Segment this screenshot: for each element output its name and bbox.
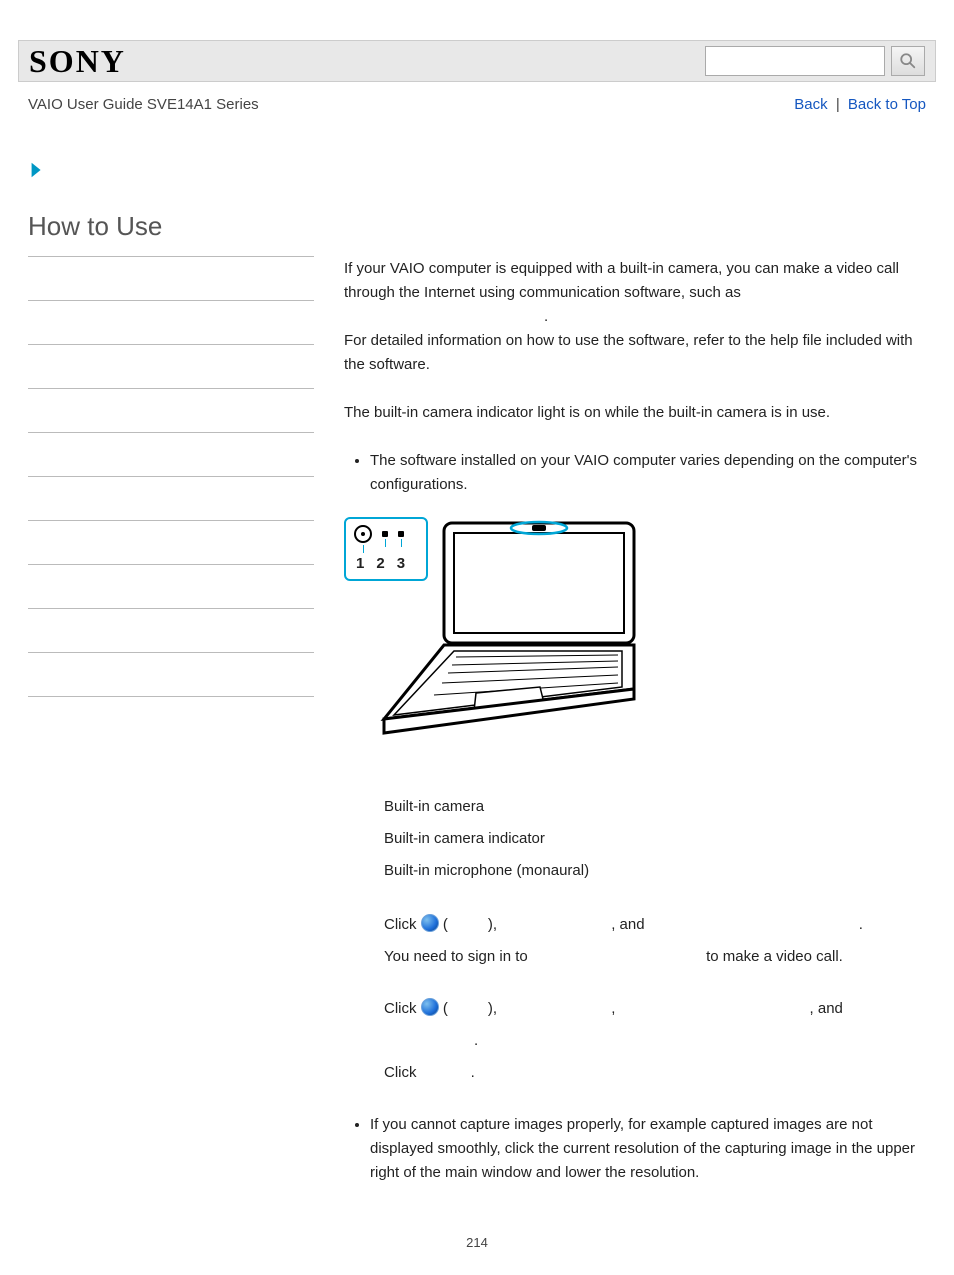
body-text: . — [471, 1064, 475, 1081]
link-separator: | — [832, 96, 848, 113]
indicator-note: The built-in camera indicator light is o… — [344, 401, 926, 425]
body-text: If your VAIO computer is equipped with a… — [344, 257, 926, 329]
body-text: , — [611, 1000, 615, 1017]
side-nav-item[interactable] — [28, 609, 314, 653]
legend-item: Built-in camera — [384, 795, 926, 819]
body-text: For detailed information on how to use t… — [344, 329, 926, 377]
body-text: ), — [488, 1000, 497, 1017]
body-text: Click — [384, 1000, 417, 1017]
page-number: 214 — [0, 1205, 954, 1260]
search-icon — [899, 52, 917, 70]
side-nav-item[interactable] — [28, 389, 314, 433]
expand-chevron[interactable] — [28, 161, 954, 183]
note-item: The software installed on your VAIO comp… — [370, 449, 926, 497]
body-text: ), — [488, 916, 497, 933]
side-nav-item[interactable] — [28, 257, 314, 301]
body-text: If your VAIO computer is equipped with a… — [344, 260, 899, 301]
main-content: If your VAIO computer is equipped with a… — [344, 211, 926, 1205]
body-text: . — [474, 1032, 478, 1049]
side-nav-item[interactable] — [28, 345, 314, 389]
callout-number: 3 — [397, 552, 405, 576]
step-line: Click (), , , and — [384, 997, 926, 1021]
body-text: Click — [384, 916, 417, 933]
laptop-diagram: 1 2 3 — [344, 517, 644, 765]
side-nav-item[interactable] — [28, 565, 314, 609]
step-block: Click (), , , and . Click . — [384, 997, 926, 1085]
top-bar: SONY — [18, 40, 936, 82]
body-text: . — [544, 308, 548, 325]
content-columns: How to Use If your VAIO computer is equi… — [0, 211, 954, 1205]
callout-number: 2 — [376, 552, 384, 576]
side-nav-item[interactable] — [28, 653, 314, 697]
camera-callout: 1 2 3 — [344, 517, 428, 581]
guide-title: VAIO User Guide SVE14A1 Series — [28, 96, 259, 113]
side-nav-item[interactable] — [28, 433, 314, 477]
legend-item: Built-in microphone (monaural) — [384, 859, 926, 883]
step-line: Click (), , and . — [384, 913, 926, 937]
body-text: . — [859, 916, 863, 933]
body-text: ( — [439, 1000, 448, 1017]
search-area — [705, 46, 925, 76]
body-text: Click — [384, 1064, 417, 1081]
windows-start-icon — [421, 914, 439, 932]
step-block: Click (), , and . You need to sign in to… — [384, 913, 926, 969]
side-nav-item[interactable] — [28, 477, 314, 521]
hint-list: If you cannot capture images properly, f… — [344, 1113, 926, 1185]
step-line: Click . — [384, 1061, 926, 1085]
brand-logo: SONY — [29, 43, 126, 80]
step-line: . — [384, 1029, 926, 1053]
search-button[interactable] — [891, 46, 925, 76]
legend-item: Built-in camera indicator — [384, 827, 926, 851]
step-line: You need to sign in to to make a video c… — [384, 945, 926, 969]
chevron-right-icon — [28, 161, 46, 179]
side-nav-title: How to Use — [28, 211, 314, 257]
note-list: The software installed on your VAIO comp… — [344, 449, 926, 497]
body-text: , and — [810, 1000, 843, 1017]
hint-item: If you cannot capture images properly, f… — [370, 1113, 926, 1185]
body-text: to make a video call. — [706, 948, 843, 965]
body-text: ( — [439, 916, 448, 933]
nav-links: Back | Back to Top — [794, 96, 926, 113]
side-nav-item[interactable] — [28, 301, 314, 345]
body-text: , and — [611, 916, 644, 933]
back-to-top-link[interactable]: Back to Top — [848, 96, 926, 113]
breadcrumb-row: VAIO User Guide SVE14A1 Series Back | Ba… — [0, 82, 954, 113]
back-link[interactable]: Back — [794, 96, 827, 113]
search-input[interactable] — [705, 46, 885, 76]
intro-block: If your VAIO computer is equipped with a… — [344, 257, 926, 377]
legend: Built-in camera Built-in camera indicato… — [384, 795, 926, 883]
body-text: You need to sign in to — [384, 948, 528, 965]
windows-start-icon — [421, 998, 439, 1016]
callout-number: 1 — [356, 552, 364, 576]
side-nav: How to Use — [28, 211, 314, 1205]
side-nav-item[interactable] — [28, 521, 314, 565]
